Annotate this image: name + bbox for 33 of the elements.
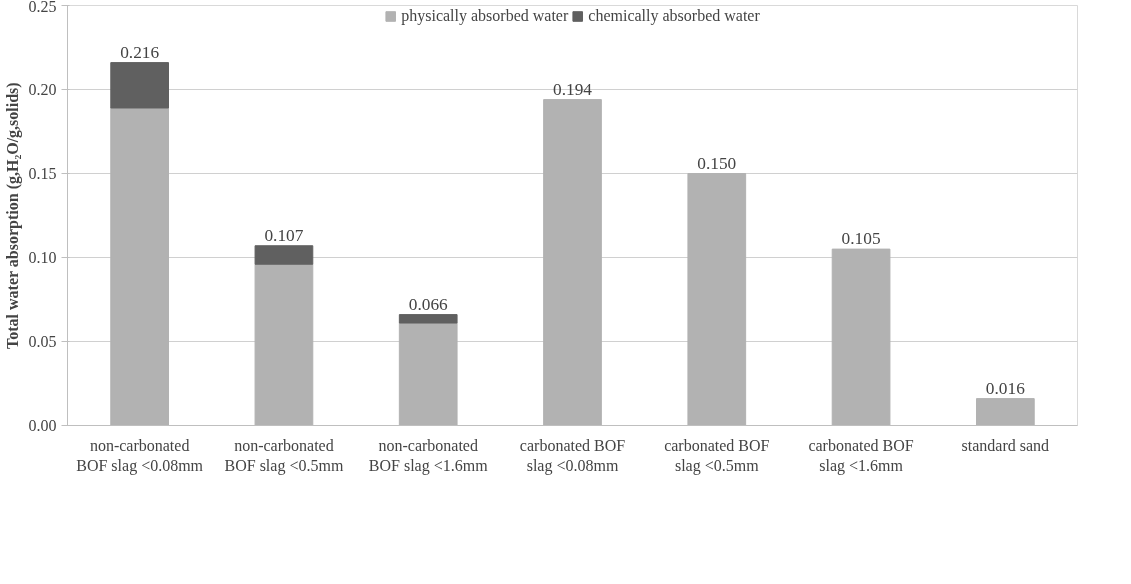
- bar: [398, 314, 458, 324]
- bar: [831, 248, 891, 426]
- y-tick-label: 0.00: [28, 417, 57, 434]
- total-label: 0.107: [264, 225, 304, 245]
- total-label: 0.066: [408, 294, 449, 314]
- bar: [110, 107, 169, 426]
- x-tick-label: non-carbonated BOF slag <0.5mm: [224, 436, 344, 475]
- bar: [687, 173, 747, 426]
- x-tick-label: carbonated BOF slag <0.5mm: [664, 436, 770, 475]
- y-tick-label: 0.25: [28, 0, 57, 15]
- x-tick-label: standard sand: [961, 436, 1050, 454]
- bar: [254, 245, 314, 265]
- legend-label: physically absorbed water: [401, 7, 569, 25]
- bar: [543, 99, 602, 426]
- bar: [110, 62, 169, 109]
- total-label: 0.216: [120, 42, 160, 62]
- y-axis-title: Total water absorption (g,H₂O/g,solids): [3, 82, 22, 349]
- x-tick-label: non-carbonated BOF slag <1.6mm: [368, 436, 489, 475]
- y-tick-label: 0.10: [28, 249, 57, 266]
- y-tick-label: 0.15: [28, 165, 57, 182]
- x-tick-label: carbonated BOF slag <1.6mm: [808, 436, 914, 475]
- legend-label: chemically absorbed water: [588, 7, 760, 25]
- bar: [254, 263, 314, 426]
- bar: [976, 398, 1035, 426]
- total-label: 0.194: [553, 79, 593, 99]
- total-label: 0.105: [841, 229, 881, 249]
- total-label: 0.150: [697, 153, 737, 173]
- y-tick-label: 0.20: [28, 81, 57, 98]
- bar: [398, 322, 458, 426]
- x-tick-label: carbonated BOF slag <0.08mm: [519, 436, 626, 475]
- x-tick-label: non-carbonated BOF slag <0.08mm: [76, 436, 204, 475]
- total-label: 0.016: [985, 378, 1026, 398]
- y-tick-label: 0.05: [28, 333, 57, 350]
